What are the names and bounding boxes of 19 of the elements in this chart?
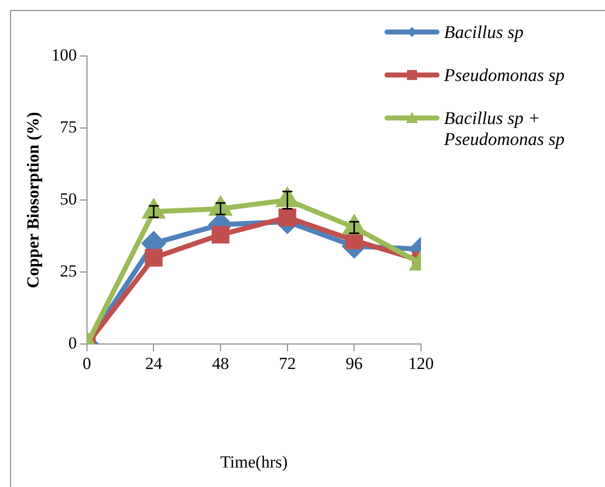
y-tick-label: 0 (68, 334, 77, 353)
x-tick-label: 96 (346, 354, 363, 373)
y-tick-label: 100 (51, 45, 77, 64)
point (144, 248, 163, 267)
legend-label: Bacillus sp + Pseudomonas sp (444, 108, 566, 150)
point (212, 226, 230, 244)
y-tick-label: 25 (60, 262, 77, 281)
x-tick-label: 48 (212, 354, 230, 373)
x-tick-label: 72 (278, 354, 296, 373)
y-tick-label: 75 (60, 118, 77, 137)
legend-label: Bacillus sp (444, 22, 524, 43)
y-axis-title: Copper Biosorption (%) (24, 112, 43, 288)
x-tick-label: 120 (408, 354, 434, 373)
legend-label: Pseudomonas sp (444, 65, 564, 86)
x-tick-label: 24 (145, 354, 163, 373)
x-axis-title: Time(hrs) (220, 452, 288, 472)
point (278, 208, 296, 226)
x-tick-label: 0 (82, 354, 92, 373)
y-tick-label: 50 (60, 190, 77, 209)
